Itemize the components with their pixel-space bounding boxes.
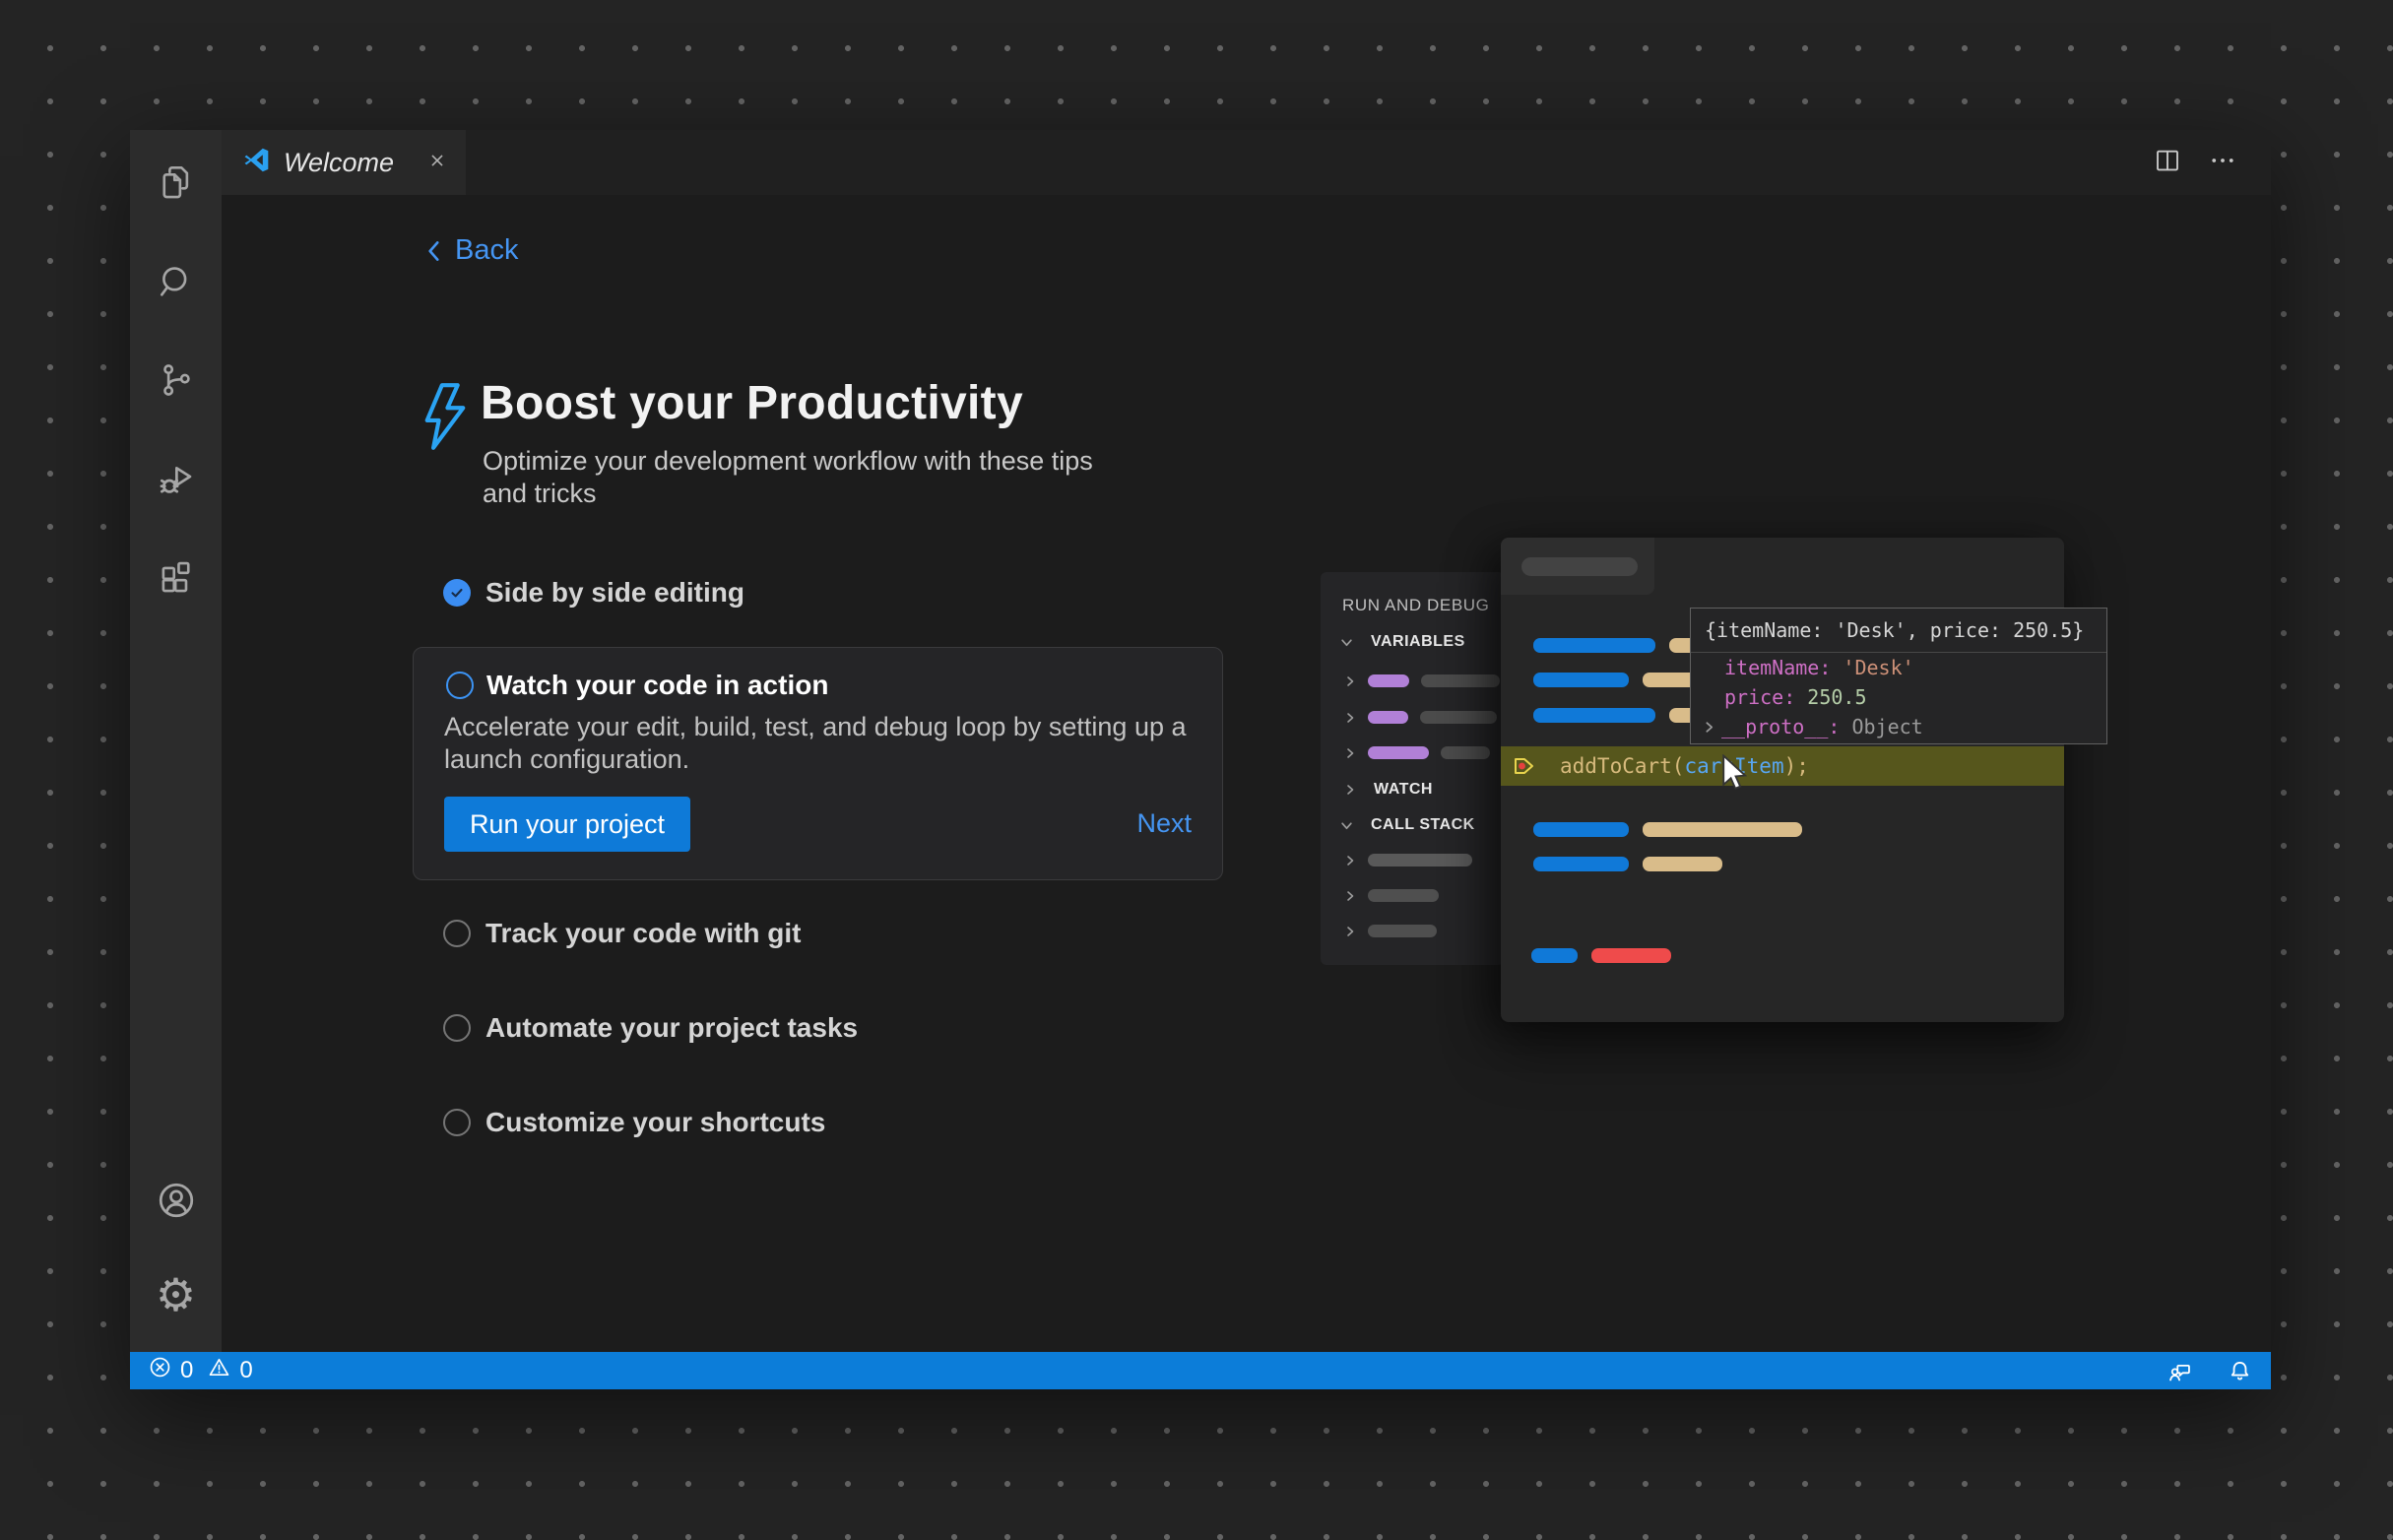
search-icon[interactable] — [155, 260, 198, 303]
step-label: Side by side editing — [485, 577, 744, 608]
source-control-icon[interactable] — [155, 358, 198, 402]
chevron-right-icon — [1344, 784, 1356, 796]
debug-arrow-breakpoint-icon — [1513, 753, 1538, 779]
code-text: addToCart(cartItem); — [1560, 754, 1809, 778]
variable-row — [1344, 746, 1490, 759]
run-and-debug-panel-illustration: RUN AND DEBUG VARIABLES — [1321, 572, 1504, 965]
section-label: WATCH — [1374, 781, 1433, 798]
warning-count: 0 — [239, 1357, 253, 1383]
active-step-card: Watch your code in action Accelerate you… — [413, 647, 1223, 880]
next-button[interactable]: Next — [1136, 808, 1192, 838]
chevron-right-icon — [1344, 890, 1356, 902]
page-subtitle: Optimize your development workflow with … — [483, 446, 1093, 508]
tab-title: Welcome — [284, 147, 395, 177]
step-track-your-code-with-git[interactable]: Track your code with git — [443, 916, 802, 951]
lightning-icon — [419, 382, 472, 456]
chevron-right-icon — [1344, 926, 1356, 937]
tab-bar: Welcome — [222, 130, 2271, 195]
unchecked-circle-icon — [443, 920, 471, 947]
mock-file-tab — [1501, 538, 1654, 595]
account-icon[interactable] — [155, 1179, 198, 1222]
debug-value-tooltip: {itemName: 'Desk', price: 250.5} itemNam… — [1690, 608, 2107, 744]
explorer-icon[interactable] — [155, 161, 198, 205]
tooltip-row-price: price: 250.5 — [1724, 685, 1867, 709]
step-label: Track your code with git — [485, 918, 802, 948]
step-label: Customize your shortcuts — [485, 1107, 826, 1137]
editor-actions — [2153, 130, 2271, 195]
section-label: VARIABLES — [1371, 633, 1465, 650]
tooltip-row-proto: __proto__: Object — [1691, 712, 2106, 741]
chevron-down-icon — [1340, 819, 1353, 832]
step-watch-your-code[interactable]: Watch your code in action — [446, 670, 828, 701]
vscode-logo-icon — [243, 147, 270, 178]
call-stack-section-header: CALL STACK — [1340, 816, 1475, 834]
chevron-right-icon — [1703, 721, 1715, 734]
mouse-cursor-icon — [1717, 753, 1751, 799]
notifications-bell-icon[interactable] — [2227, 1358, 2253, 1384]
step-label: Automate your project tasks — [485, 1012, 859, 1043]
chevron-left-icon — [428, 240, 439, 261]
gear-glyph: ⚙ — [155, 1268, 197, 1321]
error-count: 0 — [180, 1357, 194, 1383]
chevron-right-icon — [1344, 675, 1356, 687]
step-label: Watch your code in action — [486, 670, 829, 700]
checked-circle-icon — [443, 579, 471, 607]
activity-bar: ⚙ — [130, 130, 222, 1352]
code-line — [1533, 857, 1722, 871]
variable-row — [1344, 711, 1497, 724]
variable-row — [1344, 674, 1500, 687]
current-execution-line: addToCart(cartItem); — [1501, 746, 2064, 786]
chevron-right-icon — [1344, 855, 1356, 866]
section-label: CALL STACK — [1371, 816, 1475, 833]
back-button[interactable]: Back — [423, 234, 518, 267]
page-title: Boost your Productivity — [481, 377, 1023, 429]
chevron-down-icon — [1340, 636, 1353, 649]
extensions-icon[interactable] — [155, 555, 198, 599]
run-your-project-button[interactable]: Run your project — [444, 797, 690, 852]
chevron-right-icon — [1344, 747, 1356, 759]
unchecked-circle-icon — [443, 1109, 471, 1136]
more-actions-icon[interactable] — [2208, 146, 2237, 180]
run-debug-icon[interactable] — [155, 457, 198, 500]
step-side-by-side-editing[interactable]: Side by side editing — [443, 575, 744, 610]
chevron-right-icon — [1344, 712, 1356, 724]
back-label: Back — [455, 234, 519, 266]
split-editor-icon[interactable] — [2153, 146, 2182, 180]
editor-area: Back Boost your Productivity Optimize yo… — [222, 195, 2271, 1352]
tooltip-row-itemname: itemName: 'Desk' — [1724, 656, 1914, 679]
step-customize-shortcuts[interactable]: Customize your shortcuts — [443, 1105, 825, 1140]
close-icon[interactable] — [426, 150, 448, 176]
feedback-icon[interactable] — [2167, 1358, 2193, 1384]
panel-title: RUN AND DEBUG — [1342, 596, 1490, 614]
watch-section-header: WATCH — [1344, 781, 1433, 799]
warning-icon — [207, 1355, 231, 1386]
active-circle-icon — [446, 672, 474, 699]
call-stack-row — [1344, 889, 1439, 902]
call-stack-row — [1344, 854, 1472, 866]
step-description: Accelerate your edit, build, test, and d… — [444, 712, 1187, 774]
tooltip-header: {itemName: 'Desk', price: 250.5} — [1691, 609, 2106, 653]
step-automate-project-tasks[interactable]: Automate your project tasks — [443, 1010, 858, 1046]
error-icon — [148, 1355, 172, 1386]
unchecked-circle-icon — [443, 1014, 471, 1042]
variables-section-header: VARIABLES — [1340, 633, 1465, 651]
status-bar: 0 0 — [130, 1352, 2271, 1389]
settings-gear-icon[interactable]: ⚙ — [155, 1268, 198, 1321]
code-line — [1531, 948, 1671, 963]
vscode-window: ⚙ Welcome — [130, 130, 2271, 1389]
code-line — [1533, 822, 1802, 837]
call-stack-row — [1344, 925, 1437, 937]
problems-status[interactable]: 0 0 — [148, 1355, 253, 1386]
tab-welcome[interactable]: Welcome — [222, 130, 466, 195]
